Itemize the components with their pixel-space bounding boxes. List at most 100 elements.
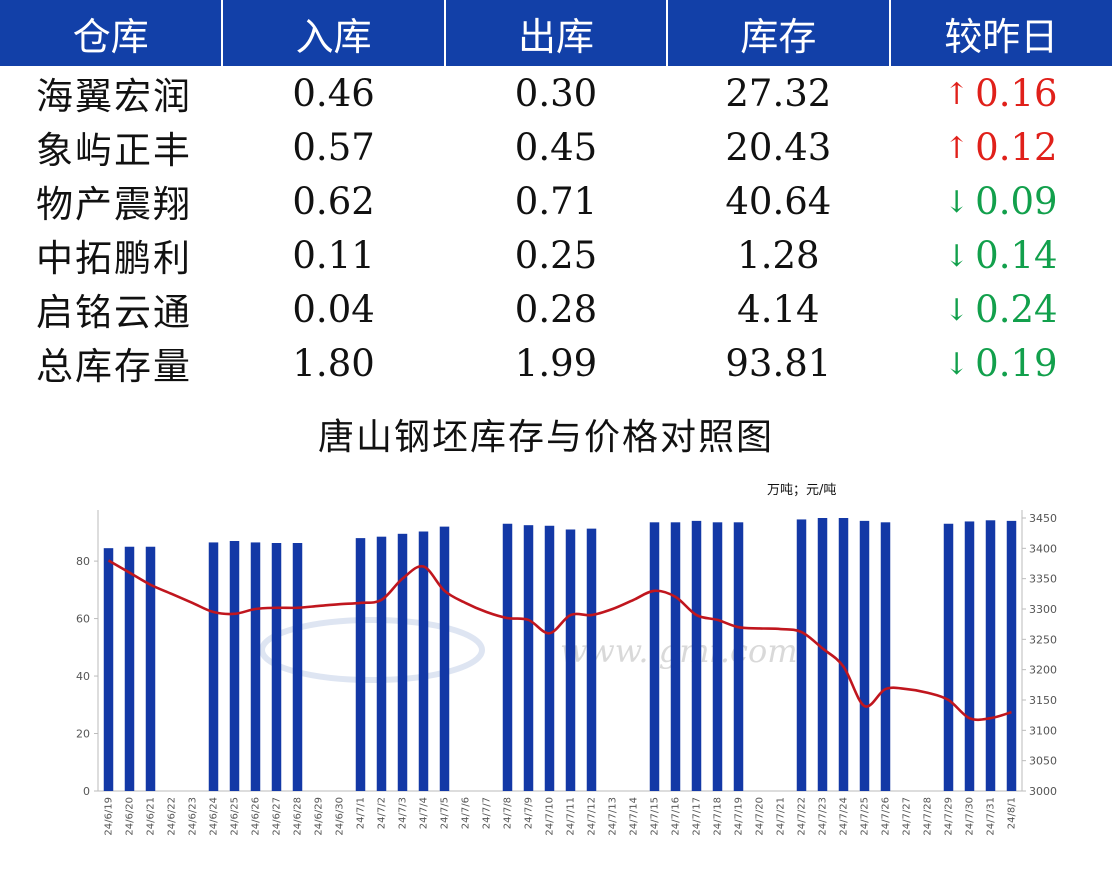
header-inbound: 入库 (222, 0, 446, 66)
arrow-up-icon: ↑ (944, 76, 970, 112)
bar (586, 528, 597, 791)
x-tick-label: 24/6/19 (104, 797, 115, 836)
table-row: 象屿正丰 0.57 0.45 20.43 ↑ 0.12 (0, 120, 1112, 174)
stock-value: 1.28 (737, 233, 820, 277)
x-tick-label: 24/6/29 (314, 797, 325, 836)
x-tick-label: 24/7/13 (608, 797, 619, 836)
line-series (107, 559, 1012, 722)
chart-axes: 0 20 40 60 80 3000 3050 3100 3150 3200 3250 3300 335… (76, 510, 1057, 798)
warehouse-name: 总库存量 (36, 345, 192, 388)
stock-value: 93.81 (725, 341, 832, 385)
outbound-value: 0.28 (514, 287, 598, 331)
inbound-value: 1.80 (292, 341, 375, 385)
bar (712, 522, 723, 791)
stock-value: 4.14 (737, 287, 820, 331)
warehouse-name: 海翼宏润 (36, 75, 192, 118)
x-tick-label: 24/7/7 (482, 797, 493, 829)
arrow-down-icon: ↓ (944, 292, 970, 328)
y-left-tick-label: 60 (76, 613, 90, 626)
x-tick-label: 24/6/24 (209, 797, 220, 836)
outbound-value: 0.25 (514, 233, 598, 277)
y-left-tick-label: 20 (76, 728, 90, 741)
bar (985, 520, 996, 791)
inbound-value: 0.04 (292, 287, 375, 331)
x-tick-label: 24/7/15 (650, 797, 661, 836)
table-row: 中拓鹏利 0.11 0.25 1.28 ↓ 0.14 (0, 228, 1112, 282)
bar (1006, 520, 1017, 791)
change-value: ↓ 0.14 (944, 233, 1058, 277)
bar-series (103, 518, 1017, 791)
change-cell: ↓ 0.14 (890, 228, 1112, 282)
outbound-value: 0.30 (514, 71, 598, 115)
bar (670, 522, 681, 791)
x-tick-label: 24/7/16 (671, 797, 682, 836)
x-tick-label: 24/7/12 (587, 797, 598, 836)
arrow-down-icon: ↓ (944, 184, 970, 220)
bar (880, 522, 891, 791)
inbound-value: 0.11 (292, 233, 375, 277)
y-left-tick-label: 40 (76, 670, 90, 683)
x-tick-label: 24/7/4 (419, 797, 430, 829)
bar (523, 525, 534, 791)
x-tick-label: 24/7/14 (629, 797, 640, 836)
warehouse-name: 物产震翔 (36, 183, 192, 226)
change-value: ↓ 0.09 (944, 179, 1058, 223)
arrow-down-icon: ↓ (944, 346, 970, 382)
x-tick-label: 24/7/30 (965, 797, 976, 836)
inventory-table: 仓库 入库 出库 库存 较昨日 海翼宏润 0.46 0.30 27.32 ↑ 0.… (0, 0, 1112, 390)
inbound-value: 0.62 (292, 179, 375, 223)
stock-value: 27.32 (725, 71, 832, 115)
bar (271, 543, 282, 791)
x-tick-label: 24/6/28 (293, 797, 304, 836)
bar (124, 546, 135, 791)
stock-value: 20.43 (725, 125, 832, 169)
x-tick-label: 24/6/25 (230, 797, 241, 836)
y-right-tick-label: 3250 (1029, 633, 1057, 646)
change-cell: ↑ 0.16 (890, 66, 1112, 120)
header-warehouse: 仓库 (0, 0, 224, 66)
inbound-value: 0.57 (292, 125, 375, 169)
x-tick-label: 24/6/20 (125, 797, 136, 836)
change-value: ↓ 0.24 (944, 287, 1058, 331)
x-tick-label: 24/7/9 (524, 797, 535, 829)
y-right-tick-label: 3400 (1029, 542, 1057, 555)
x-tick-label: 24/7/20 (755, 797, 766, 836)
bar (544, 525, 555, 791)
x-tick-label: 24/7/5 (440, 797, 451, 829)
bar (838, 518, 849, 791)
bar (691, 520, 702, 791)
x-tick-label: 24/7/28 (923, 797, 934, 836)
warehouse-name: 中拓鹏利 (36, 237, 192, 280)
x-tick-label: 24/7/18 (713, 797, 724, 836)
x-tick-label: 24/8/1 (1007, 797, 1018, 829)
chart-title: 唐山钢坯库存与价格对照图 (317, 417, 774, 458)
x-tick-label: 24/7/26 (881, 797, 892, 836)
x-tick-label: 24/6/27 (272, 797, 283, 836)
x-tick-label: 24/7/25 (860, 797, 871, 836)
bar (817, 518, 828, 791)
warehouse-name: 启铭云通 (36, 291, 192, 334)
x-tick-label: 24/7/31 (986, 797, 997, 836)
bar (292, 543, 303, 791)
bar (565, 529, 576, 791)
bar (376, 536, 387, 791)
header-stock: 库存 (667, 0, 891, 66)
y-right-tick-label: 3200 (1029, 664, 1057, 677)
x-tick-label: 24/7/19 (734, 797, 745, 836)
outbound-value: 0.71 (514, 179, 598, 223)
bar (355, 538, 366, 791)
bar (418, 531, 429, 791)
bar (208, 542, 219, 791)
y-left-tick-label: 0 (83, 785, 90, 798)
x-tick-label: 24/6/21 (146, 797, 157, 836)
change-value: ↑ 0.16 (944, 71, 1058, 115)
y-left-tick-label: 80 (76, 555, 90, 568)
x-tick-label: 24/7/8 (503, 797, 514, 829)
bar (502, 523, 513, 791)
change-cell: ↓ 0.24 (890, 282, 1112, 336)
x-tick-label: 24/7/10 (545, 797, 556, 836)
y-right-tick-label: 3350 (1029, 573, 1057, 586)
price-line (107, 559, 1012, 722)
bar (229, 540, 240, 791)
chart-canvas: www.lgmi.com 020406080300030503100315032… (76, 510, 1057, 836)
